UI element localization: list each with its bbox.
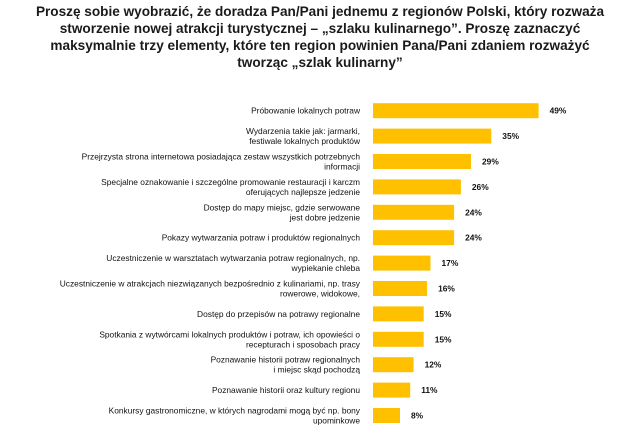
value-label: 15% bbox=[435, 309, 452, 319]
value-label: 24% bbox=[465, 207, 482, 217]
category-label: Poznawanie historii oraz kultury regionu bbox=[212, 385, 360, 395]
value-label: 35% bbox=[502, 131, 519, 141]
chart-title-line: Proszę sobie wyobrazić, że doradza Pan/P… bbox=[35, 4, 605, 19]
value-label: 49% bbox=[550, 106, 567, 116]
category-label: Pokazy wytwarzania potraw i produktów re… bbox=[162, 233, 361, 243]
chart-title-line: maksymalnie trzy elementy, które ten reg… bbox=[50, 38, 590, 53]
value-label: 11% bbox=[421, 385, 438, 395]
category-label: upominkowe bbox=[313, 416, 360, 426]
bar bbox=[373, 408, 400, 423]
category-label: Wydarzenia takie jak: jarmarki, bbox=[246, 126, 360, 136]
value-label: 16% bbox=[438, 284, 455, 294]
bar bbox=[373, 306, 424, 322]
category-label: Próbowanie lokalnych potraw bbox=[251, 106, 361, 116]
bar bbox=[373, 103, 539, 119]
category-label: Uczestniczenie w atrakcjach niezwiązanyc… bbox=[60, 279, 361, 289]
value-label: 8% bbox=[411, 411, 424, 421]
bar bbox=[373, 204, 455, 220]
value-label: 24% bbox=[465, 233, 482, 243]
category-label: festiwale lokalnych produktów bbox=[249, 136, 361, 146]
category-label: rowerowe, widokowe, bbox=[280, 289, 360, 299]
value-label: 26% bbox=[472, 182, 489, 192]
category-label: Spotkania z wytwórcami lokalnych produkt… bbox=[99, 329, 360, 339]
category-label: informacji bbox=[324, 162, 360, 172]
value-label: 15% bbox=[435, 334, 452, 344]
chart-title: Proszę sobie wyobrazić, że doradza Pan/P… bbox=[6, 3, 634, 71]
bar bbox=[373, 357, 414, 373]
bar bbox=[373, 331, 424, 347]
value-label: 17% bbox=[442, 258, 459, 268]
category-label: recepturach i sposobach pracy bbox=[246, 339, 361, 349]
category-label: oferujących najlepsze jedzenie bbox=[246, 187, 360, 197]
chart-title-line: tworząc „szlak kulinarny” bbox=[237, 55, 403, 70]
category-label: Przejrzysta strona internetowa posiadają… bbox=[82, 152, 361, 162]
category-label: wypiekanie chleba bbox=[291, 263, 361, 273]
category-label: Dostęp do mapy miejsc, gdzie serwowane bbox=[204, 202, 361, 212]
value-label: 12% bbox=[425, 360, 442, 370]
category-label: Poznawanie historii potraw regionalnych bbox=[211, 355, 361, 365]
category-label: Dostęp do przepisów na potrawy regionaln… bbox=[197, 309, 360, 319]
category-label: Konkursy gastronomiczne, w których nagro… bbox=[109, 406, 361, 416]
category-label: jest dobre jedzenie bbox=[289, 212, 361, 222]
bar bbox=[373, 154, 471, 169]
category-label: Specjalne oznakowanie i szczególne promo… bbox=[101, 177, 360, 187]
bar bbox=[373, 382, 411, 398]
chart-title-line: stworzenie nowej atrakcji turystycznej –… bbox=[59, 21, 581, 36]
bar bbox=[373, 128, 492, 144]
bar bbox=[373, 179, 461, 195]
value-label: 29% bbox=[482, 157, 499, 167]
bar bbox=[373, 281, 428, 296]
bars-layer: 49% Próbowanie lokalnych potraw 35% Wydarze… bbox=[60, 103, 567, 426]
category-label: Uczestniczenie w warsztatach wytwarzania… bbox=[106, 253, 360, 263]
bar bbox=[373, 255, 431, 271]
bar bbox=[373, 230, 455, 246]
category-label: i miejsc skąd pochodzą bbox=[273, 365, 360, 375]
